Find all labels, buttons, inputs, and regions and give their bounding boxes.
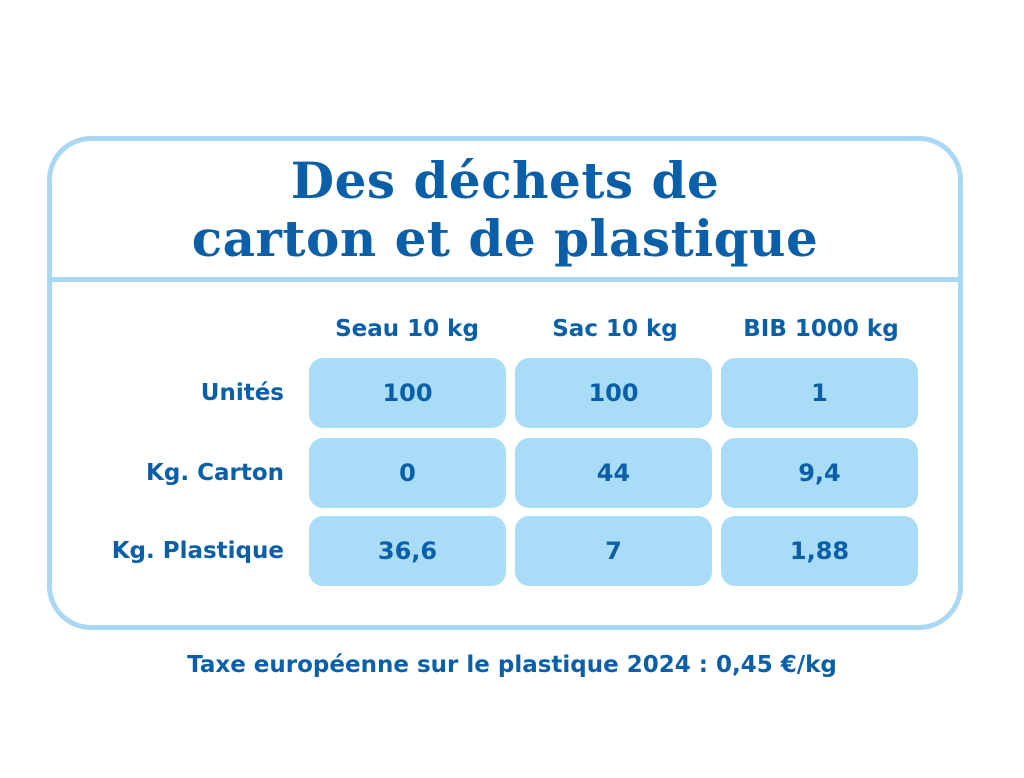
title-line-1: Des déchets de (290, 151, 720, 210)
table-title: Des déchets de carton et de plastique (52, 141, 958, 279)
row-label-plastique: Kg. Plastique (111, 538, 284, 564)
cell-plastique-sac: 7 (515, 516, 712, 586)
column-header-sac: Sac 10 kg (552, 316, 678, 342)
row-label-carton: Kg. Carton (146, 460, 284, 486)
cell-carton-seau: 0 (309, 438, 506, 508)
cell-unites-bib: 1 (721, 358, 918, 428)
row-label-unites: Unités (200, 380, 284, 406)
cell-plastique-seau: 36,6 (309, 516, 506, 586)
cell-unites-seau: 100 (309, 358, 506, 428)
cell-plastique-bib: 1,88 (721, 516, 918, 586)
cell-unites-sac: 100 (515, 358, 712, 428)
title-divider (52, 277, 958, 282)
plastic-tax-footnote: Taxe européenne sur le plastique 2024 : … (187, 652, 837, 678)
title-line-2: carton et de plastique (191, 209, 819, 268)
column-header-bib: BIB 1000 kg (743, 316, 899, 342)
cell-carton-bib: 9,4 (721, 438, 918, 508)
cell-carton-sac: 44 (515, 438, 712, 508)
column-header-seau: Seau 10 kg (335, 316, 479, 342)
table-card: Des déchets de carton et de plastique (47, 136, 963, 630)
